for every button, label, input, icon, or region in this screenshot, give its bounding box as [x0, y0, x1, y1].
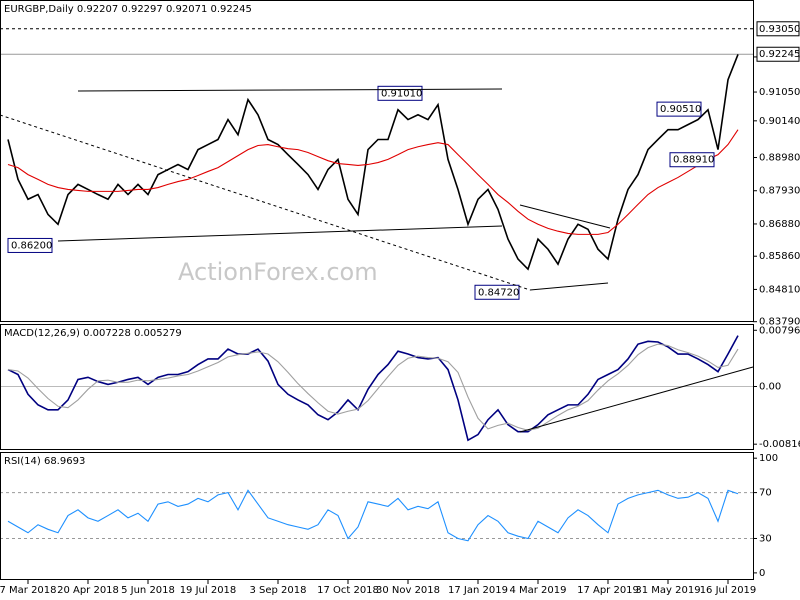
series-line [7, 489, 739, 542]
watermark: ActionForex.com [178, 258, 378, 286]
annotation-label: 0.84720 [478, 287, 519, 298]
price-label: 0.92245 [759, 49, 800, 60]
triangle-top [519, 204, 611, 229]
y-tick-label: 100 [759, 453, 778, 464]
x-tick-label: 17 Apr 2019 [577, 585, 639, 596]
x-tick-label: 20 Apr 2018 [57, 585, 119, 596]
x-tick-label: 17 Oct 2018 [317, 585, 379, 596]
annotation-box [474, 284, 520, 300]
y-tick-label: -0.008167 [759, 439, 800, 450]
annotation-label: 0.90510 [660, 104, 701, 115]
annotation-label: 0.86200 [11, 240, 52, 251]
price-label: 0.93050 [759, 24, 800, 35]
x-tick-label: 3 Sep 2018 [249, 585, 306, 596]
panel-frame [0, 452, 754, 580]
y-tick-label: 0.91050 [759, 87, 800, 98]
x-tick-label: 7 Mar 2018 [0, 585, 57, 596]
y-tick-label: 0 [759, 568, 765, 579]
y-tick-label: 0.84810 [759, 284, 800, 295]
panel-title: RSI(14) 68.9693 [4, 456, 85, 467]
y-tick-label: 0.88980 [759, 153, 800, 164]
series-line [7, 335, 739, 442]
x-tick-label: 16 Jul 2019 [700, 585, 757, 596]
support-line [57, 225, 503, 242]
price-box [756, 46, 800, 62]
resistance-line [77, 88, 503, 92]
annotation-box [7, 237, 53, 253]
series-line [7, 129, 739, 235]
annotation-label: 0.91010 [381, 88, 422, 99]
y-tick-label: 70 [759, 488, 772, 499]
y-tick-label: 0.00 [759, 382, 781, 393]
trendlines [0, 88, 754, 433]
x-tick-label: 31 May 2019 [635, 585, 700, 596]
annotation-label: 0.88910 [673, 155, 714, 166]
y-tick-label: 30 [759, 533, 772, 544]
x-tick-label: 19 Jul 2018 [180, 585, 237, 596]
panel-title: MACD(12,26,9) 0.007228 0.005279 [4, 328, 182, 339]
y-tick-label: 0.86880 [759, 219, 800, 230]
price-box [756, 21, 800, 37]
x-tick-label: 4 Mar 2019 [509, 585, 566, 596]
series-line [7, 343, 739, 431]
y-tick-label: 0.90140 [759, 116, 800, 127]
panel-frame [0, 0, 754, 322]
x-tick-label: 5 Jun 2018 [121, 585, 175, 596]
panel-frame [0, 324, 754, 450]
annotation-box [669, 152, 715, 168]
x-tick-label: 30 Nov 2018 [376, 585, 440, 596]
macd-trendline [519, 366, 754, 433]
x-tick-label: 17 Jan 2019 [448, 585, 508, 596]
triangle-bottom [529, 282, 609, 291]
y-tick-label: 0.85860 [759, 251, 800, 262]
panel-title: EURGBP,Daily 0.92207 0.92297 0.92071 0.9… [4, 4, 252, 15]
y-tick-label: 0.007961 [759, 325, 800, 336]
y-tick-label: 0.87930 [759, 186, 800, 197]
annotation-box [656, 101, 702, 117]
y-tick-label: 0.83790 [759, 317, 800, 328]
